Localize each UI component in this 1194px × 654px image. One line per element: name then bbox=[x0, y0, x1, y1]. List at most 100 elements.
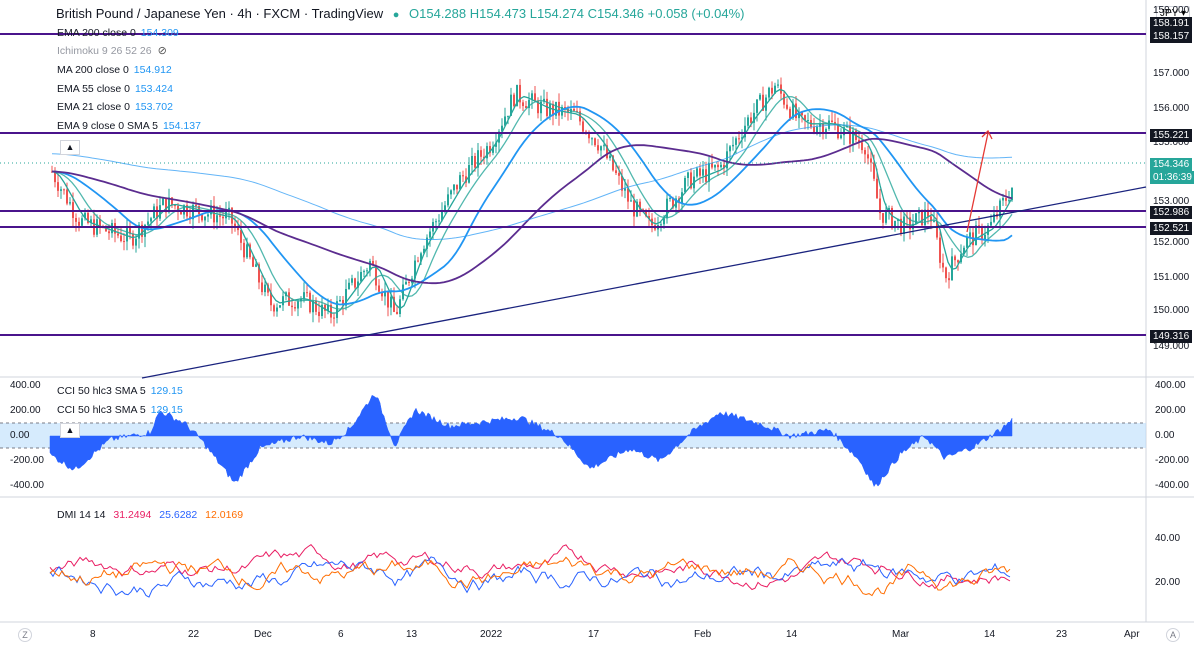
candle-body bbox=[774, 85, 776, 94]
candle-body bbox=[621, 175, 623, 191]
candle-body bbox=[780, 84, 782, 94]
price-tick-label: 153.000 bbox=[1153, 196, 1190, 207]
candle-body bbox=[624, 188, 626, 191]
candle-body bbox=[444, 205, 446, 212]
price-tag-label: 155.221 bbox=[1150, 129, 1193, 142]
candle-body bbox=[429, 231, 431, 238]
candle-body bbox=[147, 221, 149, 225]
price-tag-label: 158.191 bbox=[1150, 17, 1193, 30]
candle-body bbox=[195, 204, 197, 206]
legend-ema21[interactable]: EMA 21 close 0 153.702 bbox=[57, 101, 173, 113]
candle-body bbox=[732, 144, 734, 147]
candle-body bbox=[408, 281, 410, 283]
candle-body bbox=[795, 103, 797, 119]
candle-body bbox=[861, 142, 863, 151]
candle-body bbox=[75, 218, 77, 222]
candle-body bbox=[303, 292, 305, 299]
collapse-cci-legend-button[interactable]: ▲ bbox=[60, 423, 80, 438]
candle-body bbox=[300, 298, 302, 302]
zoom-left-button[interactable]: Z bbox=[18, 628, 32, 642]
candle-body bbox=[258, 264, 260, 283]
collapse-legend-button[interactable]: ▲ bbox=[60, 140, 80, 155]
candle-body bbox=[696, 168, 698, 177]
ohlc-close: C154.346 bbox=[587, 6, 645, 21]
candle-body bbox=[249, 244, 251, 258]
candle-body bbox=[963, 247, 965, 255]
legend-cci-2[interactable]: CCI 50 hlc3 SMA 5 129.15 bbox=[57, 404, 183, 416]
candle-body bbox=[390, 296, 392, 308]
candle-body bbox=[330, 304, 332, 318]
candle-body bbox=[981, 226, 983, 240]
legend-dmi[interactable]: DMI 14 14 31.2494 25.6282 12.0169 bbox=[57, 509, 244, 521]
candle-body bbox=[120, 235, 122, 242]
red-arrow-head bbox=[981, 129, 993, 140]
candle-body bbox=[306, 292, 308, 294]
auto-scale-button[interactable]: A bbox=[1166, 628, 1180, 642]
candle-body bbox=[786, 104, 788, 109]
candle-body bbox=[669, 197, 671, 199]
candle-body bbox=[708, 163, 710, 182]
candle-body bbox=[537, 100, 539, 114]
candle-body bbox=[600, 146, 602, 151]
cci-tick-right: 400.00 bbox=[1155, 380, 1186, 391]
legend-cci-1[interactable]: CCI 50 hlc3 SMA 5 129.15 bbox=[57, 385, 183, 397]
candle-body bbox=[363, 271, 365, 273]
candle-body bbox=[1011, 187, 1013, 201]
candle-body bbox=[591, 138, 593, 140]
candle-body bbox=[663, 218, 665, 225]
candle-body bbox=[582, 121, 584, 132]
legend-ema9[interactable]: EMA 9 close 0 SMA 5 154.137 bbox=[57, 120, 201, 132]
candle-body bbox=[666, 198, 668, 219]
legend-ema200[interactable]: EMA 200 close 0 154.309 bbox=[57, 27, 179, 39]
candle-body bbox=[969, 232, 971, 237]
candle-body bbox=[516, 84, 518, 107]
candle-body bbox=[474, 156, 476, 168]
candle-body bbox=[420, 253, 422, 262]
candle-body bbox=[336, 301, 338, 318]
candle-body bbox=[129, 228, 131, 234]
candle-body bbox=[333, 317, 335, 319]
candle-body bbox=[939, 237, 941, 263]
candle-body bbox=[150, 218, 152, 222]
candle-body bbox=[699, 168, 701, 176]
candle-body bbox=[378, 285, 380, 292]
legend-ema55[interactable]: EMA 55 close 0 153.424 bbox=[57, 83, 173, 95]
candle-body bbox=[777, 84, 779, 86]
time-tick-label: Mar bbox=[892, 629, 910, 640]
candle-body bbox=[324, 304, 326, 311]
candle-body bbox=[417, 260, 419, 262]
candle-body bbox=[87, 212, 89, 223]
cci-tick-right: -200.00 bbox=[1155, 455, 1189, 466]
legend-ma200[interactable]: MA 200 close 0 154.912 bbox=[57, 64, 172, 76]
time-tick-label: 17 bbox=[588, 629, 600, 640]
candle-body bbox=[588, 133, 590, 139]
candle-body bbox=[438, 220, 440, 222]
candle-body bbox=[873, 162, 875, 179]
candle-body bbox=[747, 117, 749, 126]
dmi-tick-label: 20.00 bbox=[1155, 577, 1181, 588]
candle-body bbox=[270, 292, 272, 306]
candle-body bbox=[513, 94, 515, 107]
candle-body bbox=[57, 182, 59, 191]
cci-tick-left: -400.00 bbox=[10, 480, 44, 491]
candle-body bbox=[177, 205, 179, 212]
symbol-title[interactable]: British Pound / Japanese Yen · 4h · FXCM… bbox=[56, 6, 384, 21]
candle-body bbox=[618, 173, 620, 176]
price-tick-label: 152.000 bbox=[1153, 237, 1190, 248]
candle-body bbox=[768, 87, 770, 98]
candle-body bbox=[246, 244, 248, 258]
legend-ichimoku[interactable]: Ichimoku 9 26 52 26 ⊘ bbox=[57, 45, 167, 57]
candle-body bbox=[687, 172, 689, 178]
time-tick-label: 8 bbox=[90, 629, 96, 640]
candle-body bbox=[819, 123, 821, 127]
candle-body bbox=[801, 112, 803, 116]
price-tag-label: 158.157 bbox=[1150, 30, 1193, 43]
candle-body bbox=[555, 101, 557, 116]
candle-body bbox=[165, 198, 167, 213]
candle-body bbox=[603, 145, 605, 147]
candle-body bbox=[690, 172, 692, 189]
price-tick-label: 149.000 bbox=[1153, 341, 1190, 352]
candle-body bbox=[813, 126, 815, 132]
hidden-eye-icon[interactable]: ⊘ bbox=[157, 45, 167, 57]
